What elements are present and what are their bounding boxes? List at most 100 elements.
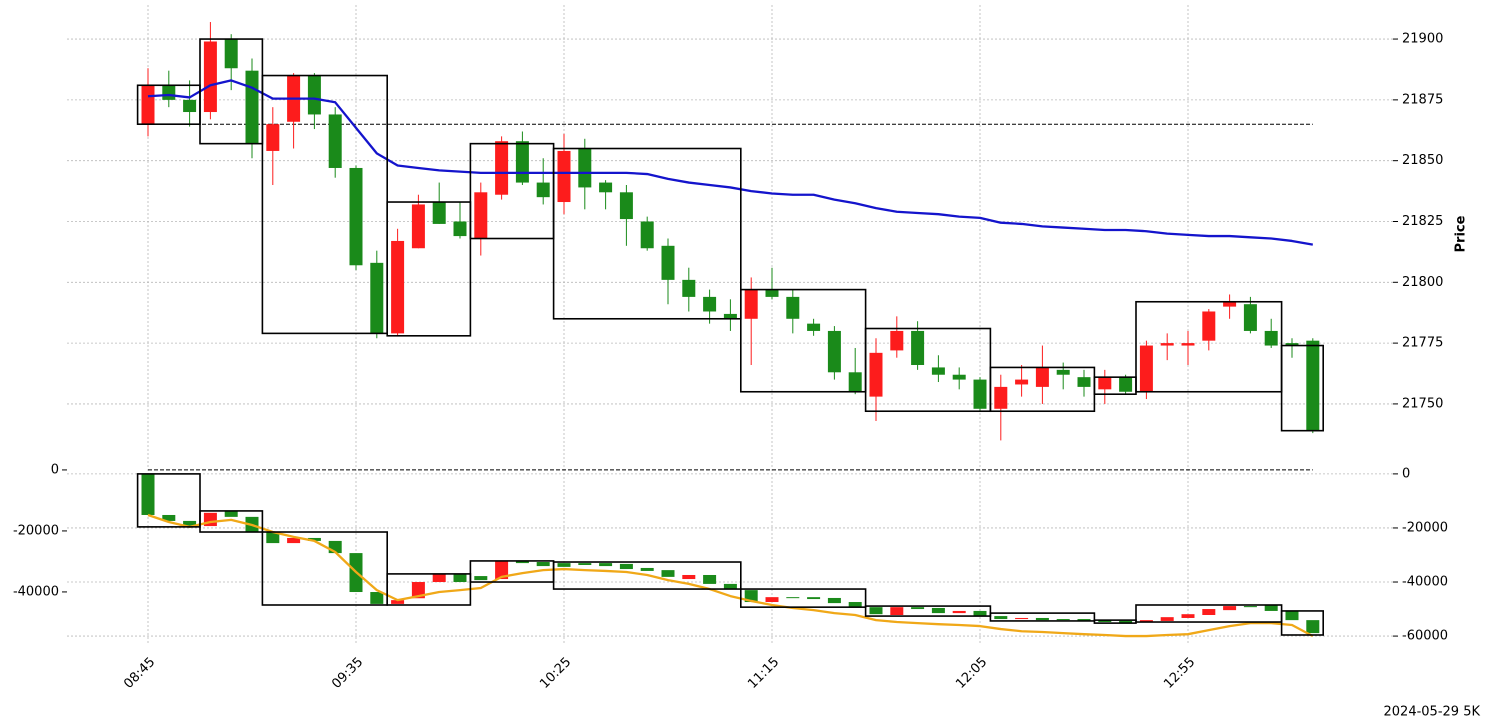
candle-body xyxy=(1056,369,1070,375)
candle-body xyxy=(495,141,509,195)
candle-body xyxy=(1223,606,1237,611)
candle-body xyxy=(515,141,529,183)
candle-body xyxy=(1139,620,1153,623)
y-tick-label: -20000 xyxy=(1402,520,1448,535)
candle-body xyxy=(848,602,862,608)
candle-body xyxy=(1056,619,1070,621)
candle-body xyxy=(1160,617,1174,621)
candle-body xyxy=(287,537,301,544)
candle-body xyxy=(744,289,758,319)
y-tick-label: 21875 xyxy=(1402,92,1443,107)
candle-body xyxy=(391,240,405,334)
candle-body xyxy=(411,582,425,599)
candle-body xyxy=(495,560,509,580)
y-tick-label: -40000 xyxy=(13,584,59,599)
range-box xyxy=(199,510,264,533)
candle-body xyxy=(1035,367,1049,387)
candle-body xyxy=(807,597,821,600)
y-tick-label: 21800 xyxy=(1402,275,1443,290)
candle-body xyxy=(183,99,197,113)
candle-body xyxy=(183,520,197,527)
candle-body xyxy=(911,607,925,610)
candle-body xyxy=(807,323,821,331)
candle-body xyxy=(619,192,633,220)
candle-body xyxy=(578,148,592,188)
candle-body xyxy=(349,167,363,266)
y-axis-title: Price xyxy=(1454,215,1469,252)
candle-body xyxy=(599,182,613,193)
y-tick-label: 21775 xyxy=(1402,336,1443,351)
y-tick-label: 21900 xyxy=(1402,32,1443,47)
range-box xyxy=(386,573,472,606)
range-box xyxy=(989,612,1096,622)
candle-body xyxy=(890,607,904,615)
candle-body xyxy=(661,570,675,577)
candle-body xyxy=(432,202,446,224)
range-box xyxy=(864,605,992,617)
range-box xyxy=(552,147,742,320)
candle-body xyxy=(723,583,737,590)
candle-body xyxy=(1098,377,1112,390)
candle-body xyxy=(931,367,945,375)
candle-body xyxy=(786,296,800,319)
line-series xyxy=(147,513,1314,638)
line-series xyxy=(147,79,1313,246)
candle-body xyxy=(994,616,1008,620)
candle-body xyxy=(661,245,675,280)
candle-body xyxy=(1181,614,1195,618)
candle-body xyxy=(536,562,550,567)
candle-body xyxy=(1223,301,1237,307)
candle-body xyxy=(1306,620,1320,634)
x-tick-label: 10:25 xyxy=(537,655,574,692)
y-tick-label: -20000 xyxy=(13,523,59,538)
candle-body xyxy=(640,221,654,249)
candle-body xyxy=(1015,379,1029,385)
candle-body xyxy=(557,150,571,203)
candle-body xyxy=(1035,617,1049,621)
candle-body xyxy=(952,610,966,614)
x-axis-title: 2024-05-29 5K xyxy=(1384,705,1481,720)
y-tick-label: 21750 xyxy=(1402,396,1443,411)
candle-body xyxy=(266,124,280,151)
candle-body xyxy=(703,574,717,584)
candle-body xyxy=(765,289,779,297)
candle-body xyxy=(869,607,883,615)
candle-body xyxy=(952,374,966,380)
candle-body xyxy=(453,221,467,237)
candle-body xyxy=(1119,620,1133,624)
candle-body xyxy=(1285,343,1299,346)
candle-body xyxy=(515,560,529,564)
candle-body xyxy=(619,563,633,570)
candle-body xyxy=(474,576,488,581)
y-tick-label: 0 xyxy=(51,462,59,477)
x-tick-label: 12:55 xyxy=(1161,655,1198,692)
candle-body xyxy=(141,85,155,125)
candle-body xyxy=(890,330,904,351)
candle-body xyxy=(744,590,758,603)
candle-body xyxy=(245,70,259,144)
range-box xyxy=(739,588,867,608)
candle-body xyxy=(266,532,280,544)
candle-body xyxy=(1285,610,1299,621)
candle-body xyxy=(1306,340,1320,431)
range-box xyxy=(864,327,992,413)
candle-body xyxy=(1243,606,1257,608)
candle-body xyxy=(827,330,841,373)
candle-body xyxy=(370,262,384,334)
candle-body xyxy=(973,610,987,617)
y-tick-label: 21850 xyxy=(1402,153,1443,168)
x-tick-label: 08:45 xyxy=(121,655,158,692)
candle-body xyxy=(453,573,467,583)
range-box xyxy=(136,473,201,528)
range-box xyxy=(386,201,472,337)
candle-body xyxy=(973,379,987,409)
candle-body xyxy=(1264,604,1278,611)
range-box xyxy=(1280,610,1324,636)
candle-body xyxy=(370,592,384,604)
candle-body xyxy=(474,192,488,239)
candle-body xyxy=(1202,609,1216,615)
candle-body xyxy=(682,279,696,297)
candle-body xyxy=(162,514,176,521)
candle-body xyxy=(557,563,571,567)
